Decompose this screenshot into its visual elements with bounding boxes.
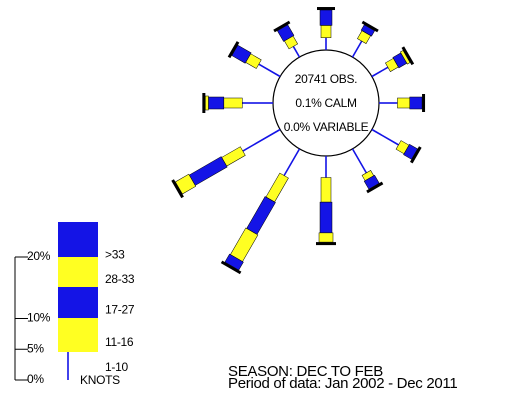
direction-spoke [220,148,301,275]
bar-cap [316,242,336,246]
rose-segment [351,148,368,174]
rose-segment [265,172,289,203]
direction-spoke [171,128,281,199]
rose-segment [318,232,334,243]
legend-swatch [58,287,98,318]
bar-cap [401,46,415,66]
legend-label: 17-27 [105,303,135,317]
rose-segment [242,102,273,104]
scale-tick-label: 0% [27,372,44,386]
rose-segment [320,177,332,203]
rose-segment [246,196,276,235]
rose-segment [230,227,259,262]
obs-count: 20741 OBS. [295,72,357,86]
direction-spoke [316,156,336,246]
rose-segment [205,95,209,111]
calm-percent: 0.1% CALM [295,96,357,110]
season-label: SEASON: DEC TO FEB [228,363,383,380]
rose-segment [242,128,281,152]
rose-segment [403,143,418,160]
direction-spoke [351,148,384,194]
direction-spoke [317,7,335,50]
scale-tick-label: 10% [27,311,51,325]
bar-cap [273,20,291,33]
direction-spoke [371,128,422,164]
bar-cap [366,181,384,194]
rose-segment [325,156,327,178]
bar-cap [171,179,184,199]
legend-swatch [58,257,98,287]
bar-cap [317,7,335,11]
rose-segment [378,102,398,104]
bar-cap [202,93,206,113]
rose-segment [325,37,327,50]
rose-segment [351,40,363,58]
legend-unit: KNOTS [80,373,120,387]
direction-spoke [202,93,273,113]
rose-segment [409,96,423,110]
bar-cap [361,20,379,33]
rose-segment [320,25,332,38]
rose-segment [283,148,301,176]
legend-label: >33 [105,248,125,262]
legend-label: 11-16 [105,335,134,349]
rose-segment [223,97,243,109]
legend-swatch [58,222,98,257]
rose-segment [292,46,301,58]
bar-cap [220,260,242,275]
direction-spoke [227,41,281,78]
legend-swatch [58,318,98,352]
direction-spoke [351,20,379,58]
rose-segment [258,63,281,78]
rose-segment [319,201,333,234]
direction-spoke [371,46,415,78]
rose-segment [319,9,333,26]
scale-tick-label: 5% [27,341,44,355]
direction-spoke [378,94,426,112]
rose-segment [371,66,389,78]
bar-cap [410,146,422,164]
legend-label: 28-33 [105,272,135,286]
scale-tick-label: 20% [27,249,51,263]
legend-swatch [67,352,69,380]
bar-cap [227,41,240,59]
variable-percent: 0.0% VARIABLE [284,120,369,134]
rose-segment [208,96,225,110]
bar-cap [422,94,426,112]
rose-segment [397,97,410,109]
period-label: Period of data: Jan 2002 - Dec 2011 [228,375,457,392]
rose-segment [188,156,228,186]
direction-spoke [273,20,301,58]
legend-label: 1-10 [105,360,128,374]
rose-segment [371,128,399,146]
